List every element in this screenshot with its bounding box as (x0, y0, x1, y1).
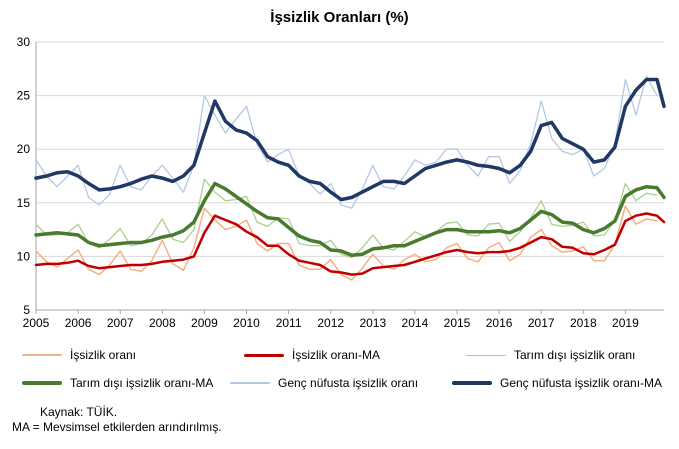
y-tick-label: 20 (17, 142, 31, 156)
x-tick-label: 2018 (570, 316, 597, 330)
x-tick-label: 2010 (233, 316, 260, 330)
series-line-3 (34, 181, 666, 258)
x-tick-label: 2013 (359, 316, 386, 330)
x-tick-label: 2011 (276, 316, 302, 330)
x-tick-labels: 2005 2006 2007 2008 2009 2010 2011 2012 2013 2014… (23, 316, 639, 330)
series-line-4 (35, 75, 658, 209)
x-tick-label: 2008 (149, 316, 176, 330)
x-tick-label: 2006 (65, 316, 92, 330)
x-tick-label: 2016 (486, 316, 513, 330)
x-tick-label: 2012 (317, 316, 344, 330)
x-tick-label: 2014 (402, 316, 429, 330)
x-tick-label: 2019 (612, 316, 639, 330)
y-tick-label: 5 (23, 303, 30, 317)
ma-note: MA = Mevsimsel etkilerden arındırılmış. (12, 420, 222, 434)
series-line-0 (35, 205, 658, 281)
y-tick-label: 10 (17, 249, 31, 263)
x-tick-label: 2007 (107, 316, 134, 330)
y-tick-labels: 5 10 15 20 25 30 (17, 35, 31, 317)
source-note: Kaynak: TÜİK. (40, 405, 118, 419)
x-tick-label: 2015 (444, 316, 471, 330)
chart-notes: Kaynak: TÜİK. MA = Mevsimsel etkilerden … (12, 405, 222, 435)
axes (35, 42, 664, 314)
x-tick-label: 2009 (191, 316, 218, 330)
x-tick-label: 2005 (23, 316, 50, 330)
y-tick-label: 30 (17, 35, 31, 49)
series-layer (34, 75, 666, 281)
y-tick-label: 15 (17, 196, 31, 210)
y-tick-label: 25 (17, 89, 31, 103)
x-tick-label: 2017 (528, 316, 555, 330)
series-line-5 (34, 77, 666, 202)
chart-title: İşsizlik Oranları (%) (270, 9, 409, 26)
series-line-1 (34, 212, 666, 276)
